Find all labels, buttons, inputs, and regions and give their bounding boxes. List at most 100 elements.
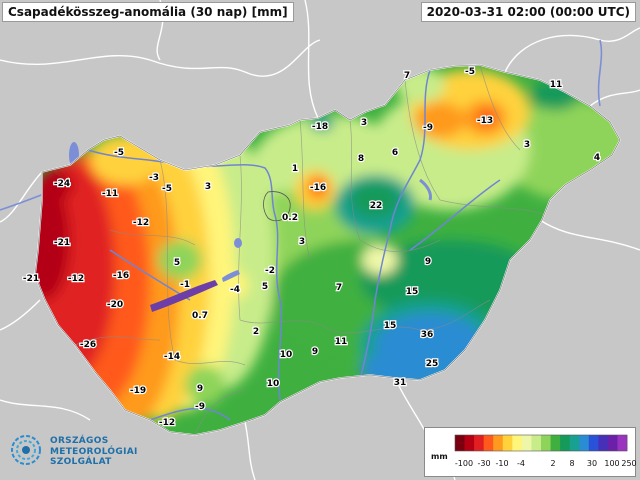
legend-swatch	[607, 435, 618, 451]
legend-swatch	[541, 435, 551, 451]
map-value-label: -16	[310, 183, 326, 193]
legend-unit: mm	[431, 452, 448, 461]
map-value-label: 2	[253, 327, 259, 337]
map-value-label: -9	[195, 402, 205, 412]
logo-line-1: ORSZÁGOS	[50, 436, 109, 446]
legend-swatch	[569, 435, 580, 451]
map-value-label: 3	[524, 140, 530, 150]
legend-tick-label: 250	[621, 459, 637, 468]
legend-swatch	[502, 435, 513, 451]
map-value-label: 31	[394, 378, 407, 388]
map-value-label: -11	[102, 189, 118, 199]
map-value-label: 25	[426, 359, 439, 369]
map-value-label: 8	[358, 154, 364, 164]
map-value-label: -12	[68, 274, 84, 284]
map-value-label: 6	[392, 148, 398, 158]
map-value-label: 4	[594, 153, 600, 163]
map-value-label: -19	[130, 386, 146, 396]
map-value-label: -12	[133, 218, 149, 228]
legend-swatch	[521, 435, 532, 451]
legend-tick-label: 30	[586, 459, 598, 468]
legend-swatch	[493, 435, 504, 451]
map-value-label: 22	[370, 201, 383, 211]
legend-tick-label: 100	[604, 459, 620, 468]
legend-swatch	[560, 435, 571, 451]
map-value-label: 9	[197, 384, 203, 394]
map-value-label: -3	[149, 173, 159, 183]
lake-velence	[234, 238, 242, 248]
map-value-label: -26	[80, 340, 96, 350]
legend-swatch	[512, 435, 523, 451]
legend-swatch	[617, 435, 628, 451]
legend-tick-label: 2	[550, 459, 556, 468]
map-value-label: 5	[262, 282, 268, 292]
map-value-label: -16	[113, 271, 129, 281]
map-value-label: -1	[180, 280, 190, 290]
map-value-label: -5	[162, 184, 172, 194]
map-value-label: 15	[384, 321, 397, 331]
map-value-label: 10	[280, 350, 293, 360]
legend-swatch	[579, 435, 590, 451]
map-value-label: 36	[421, 330, 434, 340]
map-value-label: -9	[423, 123, 433, 133]
map-value-label: 15	[406, 287, 419, 297]
legend-swatch	[550, 435, 561, 451]
map-title: Csapadékösszeg-anomália (30 nap) [mm]	[2, 2, 294, 22]
omsz-logo-text: ORSZÁGOS METEOROLÓGIAI SZOLGÁLAT	[50, 436, 138, 468]
legend-swatch	[531, 435, 542, 451]
legend-swatch	[598, 435, 609, 451]
omsz-logo: ORSZÁGOS METEOROLÓGIAI SZOLGÁLAT	[8, 430, 158, 476]
legend-tick-label: -100	[454, 459, 474, 468]
legend-tick-label: -10	[495, 459, 509, 468]
map-value-label: 11	[335, 337, 348, 347]
logo-line-2: METEOROLÓGIAI	[50, 446, 138, 457]
county-borders	[74, 65, 546, 435]
legend-ticks: -100 -30 -10 -4 2 8 30 100 250	[425, 459, 637, 473]
map-value-label: 0.2	[282, 213, 298, 223]
map-value-label: 7	[336, 283, 342, 293]
map-value-label: -13	[477, 116, 493, 126]
map-value-label: 3	[299, 237, 305, 247]
legend-swatch	[588, 435, 599, 451]
map-value-label: 7	[404, 71, 410, 81]
map-value-label: -4	[230, 285, 240, 295]
map-value-label: -24	[54, 179, 70, 189]
map-timestamp: 2020-03-31 02:00 (00:00 UTC)	[420, 2, 636, 22]
legend-color-bar	[454, 434, 628, 452]
map-value-label: -12	[159, 418, 175, 428]
map-value-label: 3	[361, 118, 367, 128]
legend-tick-label: -4	[517, 459, 525, 468]
map-value-label: -5	[114, 148, 124, 158]
logo-line-3: SZOLGÁLAT	[50, 457, 112, 467]
map-value-label: 10	[267, 379, 280, 389]
map-value-label: -5	[465, 67, 475, 77]
budapest-outline	[263, 191, 291, 222]
legend-swatch	[483, 435, 494, 451]
map-value-label: -21	[23, 274, 39, 284]
color-legend: mm -100 -30 -10 -4 2 8 30 100 250	[424, 427, 637, 477]
map-value-label: 0.7	[192, 311, 208, 321]
map-value-label: -2	[265, 266, 275, 276]
map-value-label: 9	[312, 347, 318, 357]
legend-swatch	[464, 435, 475, 451]
map-value-label: 5	[174, 258, 180, 268]
lake-balaton	[150, 280, 218, 312]
map-value-label: -21	[54, 238, 70, 248]
map-value-label: -18	[312, 122, 328, 132]
legend-swatch	[474, 435, 485, 451]
omsz-logo-icon	[11, 435, 41, 465]
map-value-label: 9	[425, 257, 431, 267]
map-value-label: -20	[107, 300, 123, 310]
map-value-label: -14	[164, 352, 180, 362]
legend-tick-label: -30	[477, 459, 491, 468]
map-value-labels: -24-5-3-11 -5 3-12-21-12 -16-215-1-20-40.7-…	[22, 66, 602, 429]
map-value-label: 11	[550, 80, 563, 90]
lake-tisza	[419, 178, 432, 201]
map-value-label: 3	[205, 182, 211, 192]
legend-tick-label: 8	[569, 459, 575, 468]
map-value-label: 1	[292, 164, 298, 174]
legend-swatch	[455, 435, 465, 451]
